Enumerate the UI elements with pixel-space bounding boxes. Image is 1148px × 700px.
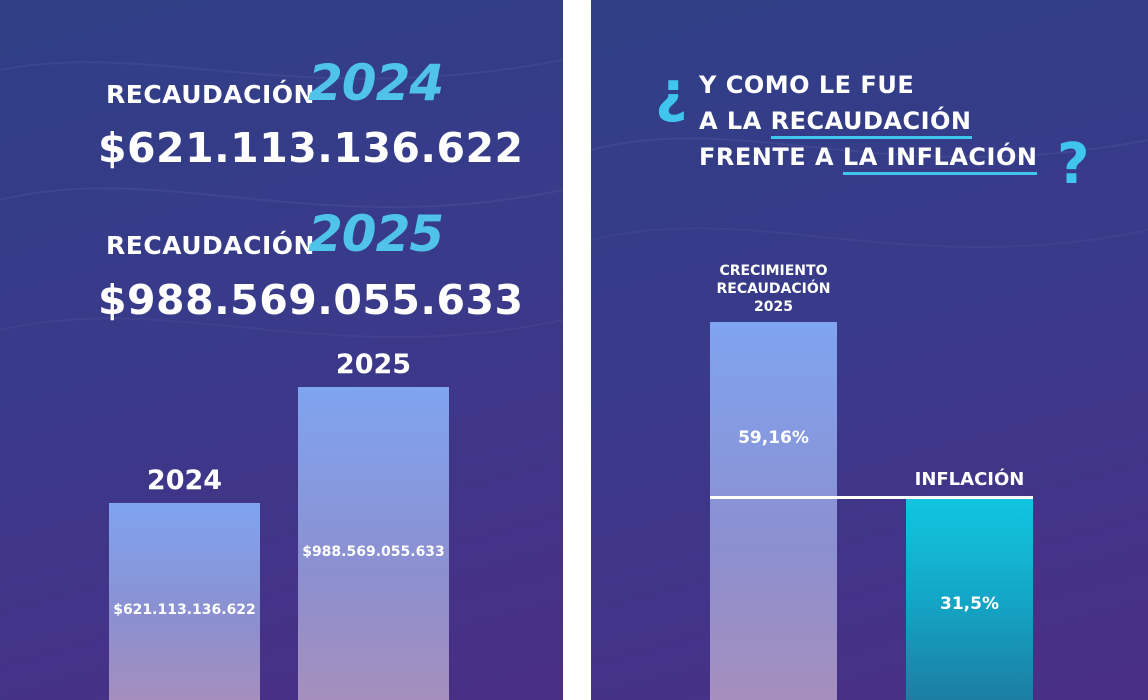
growth-value: 59,16% [738, 428, 809, 448]
inflation-reference-line [710, 496, 1033, 499]
right-panel: ¿ Y COMO LE FUE A LA RECAUDACIÓN FRENTE … [591, 0, 1148, 700]
question-line-1: Y COMO LE FUE [699, 71, 915, 99]
bar-2025 [298, 387, 449, 700]
question-close-mark: ? [1057, 132, 1090, 197]
bar-2024 [109, 503, 260, 700]
background-waves [591, 137, 1148, 248]
question-line-2: A LA RECAUDACIÓN [699, 102, 972, 140]
left-panel: RECAUDACIÓN 2024 $621.113.136.622 RECAUD… [0, 0, 563, 700]
inflation-bar [906, 499, 1033, 700]
amount-2025: $988.569.055.633 [98, 276, 524, 324]
kicker-2024: RECAUDACIÓN [106, 80, 315, 109]
year-2024-highlight: 2024 [308, 54, 444, 112]
kicker-2025: RECAUDACIÓN [106, 231, 315, 260]
growth-bar [710, 322, 837, 700]
inflation-value: 31,5% [940, 594, 999, 614]
bar-2025-label: 2025 [335, 349, 412, 380]
bar-2024-label: 2024 [146, 465, 223, 496]
question-highlight-inflacion: LA INFLACIÓN [842, 143, 1038, 175]
inflation-category-label: INFLACIÓN [914, 469, 1025, 490]
bar-2024-value: $621.113.136.622 [113, 601, 256, 618]
question-open-mark: ¿ [655, 60, 688, 125]
growth-label-line-1: CRECIMIENTO [719, 263, 828, 279]
question-line-3-start: FRENTE A [699, 143, 843, 171]
question-line-2-start: A LA [699, 107, 771, 135]
background-waves [0, 59, 563, 338]
growth-label-line-2: RECAUDACIÓN [716, 281, 831, 297]
growth-category-label: CRECIMIENTO RECAUDACIÓN 2025 [700, 262, 847, 316]
year-2025-highlight: 2025 [308, 205, 444, 263]
question-highlight-recaudacion: RECAUDACIÓN [770, 107, 972, 139]
bar-2025-value: $988.569.055.633 [302, 543, 445, 560]
growth-label-line-3: 2025 [754, 299, 793, 315]
question-line-3: FRENTE A LA INFLACIÓN [699, 138, 1038, 176]
amount-2024: $621.113.136.622 [98, 124, 524, 172]
